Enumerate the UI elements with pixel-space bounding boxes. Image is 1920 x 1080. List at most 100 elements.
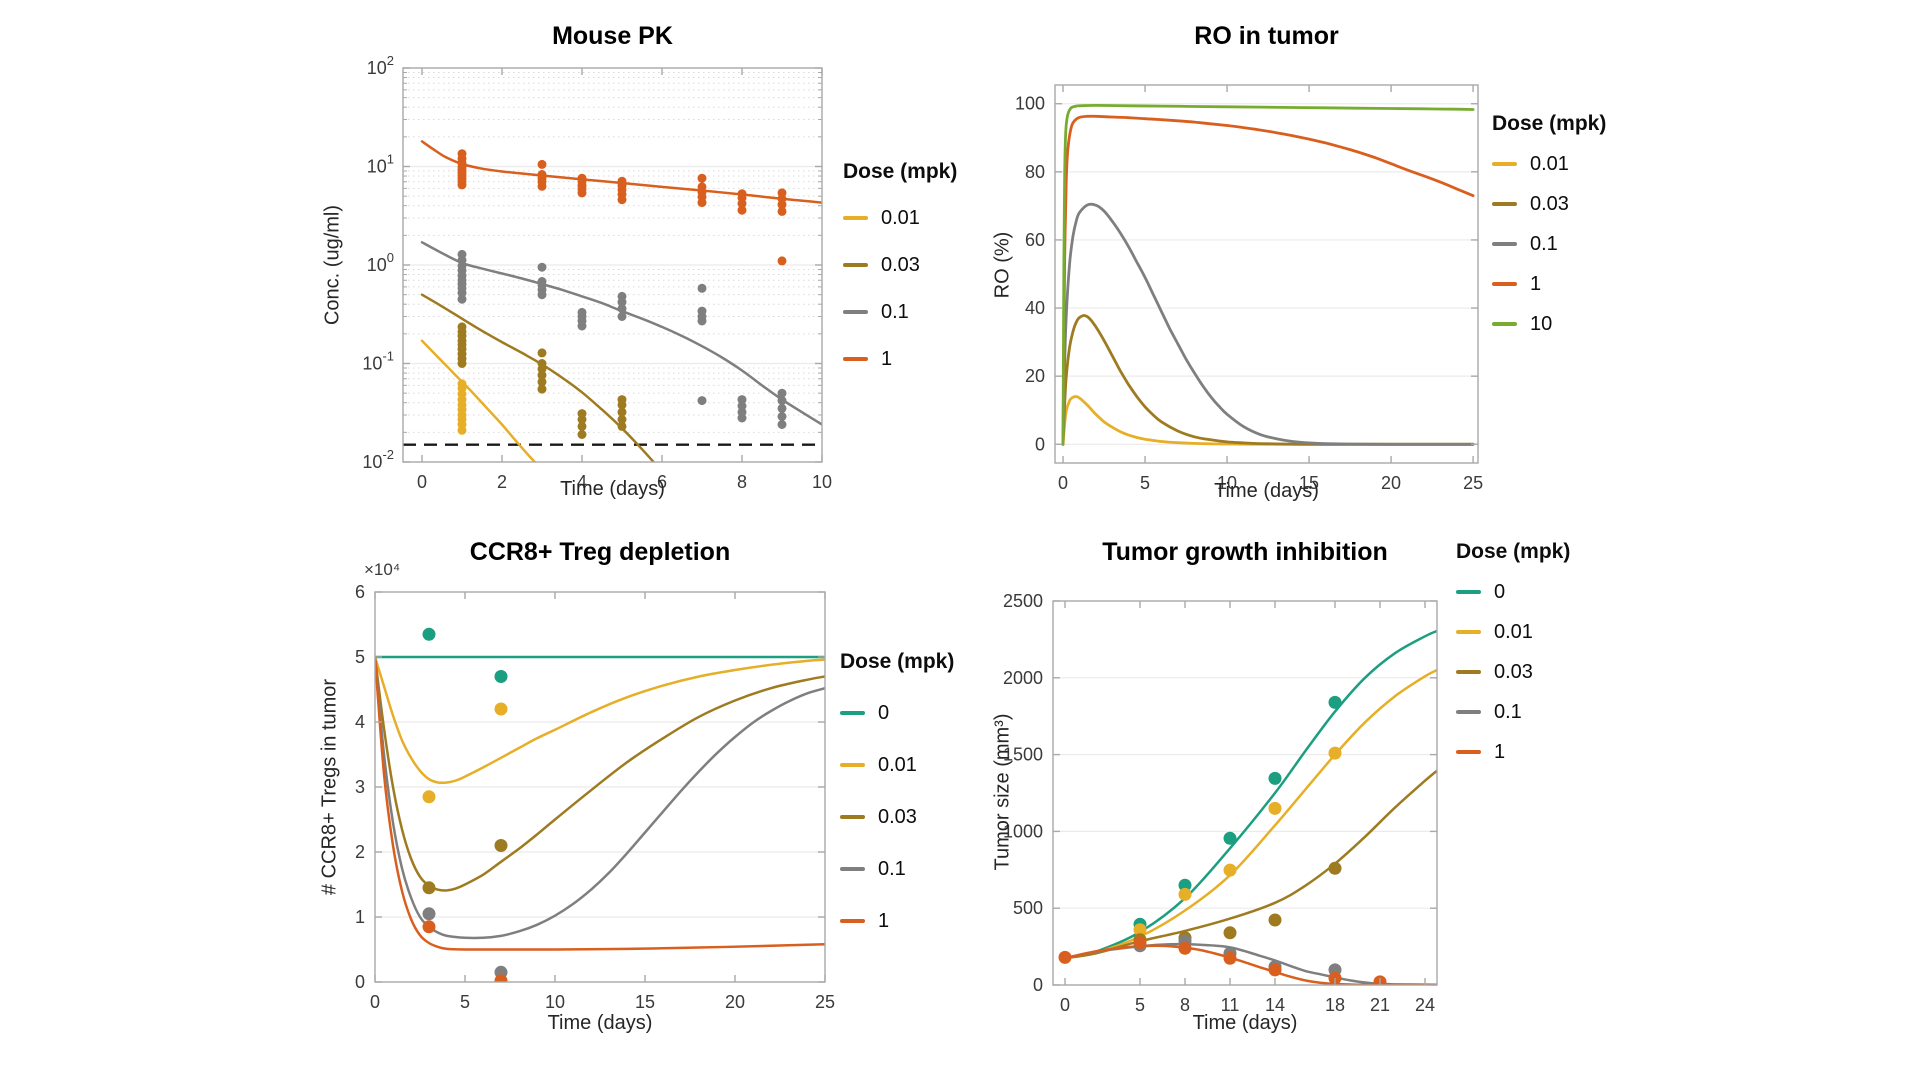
legend-item-0.1mpk: 0.1 <box>843 298 957 326</box>
legend-swatch-0.01mpk <box>840 763 865 767</box>
y-tick-label: 0 <box>355 972 365 992</box>
curve-dose-0mpk <box>1063 629 1437 960</box>
x-tick-label: 11 <box>1221 995 1240 1015</box>
legend-label-1mpk: 1 <box>881 347 893 370</box>
point-dose-0.1mpk <box>697 396 707 406</box>
legend-item-1mpk: 1 <box>840 907 954 935</box>
y-tick-exponent: 1 <box>387 152 394 167</box>
curve-dose-10mpk <box>1061 103 1475 446</box>
curve-dose-1mpk <box>1061 114 1475 446</box>
point-dose-0.1mpk <box>777 403 787 413</box>
tumor-growth-ylabel: Tumor size (mm³) <box>991 713 1014 871</box>
point-dose-0.03mpk <box>537 377 547 387</box>
x-tick-label: 24 <box>1415 995 1435 1015</box>
legend-label-0.01mpk: 0.01 <box>878 753 917 776</box>
x-tick-label: 10 <box>545 992 565 1012</box>
legend-item-0mpk: 0 <box>1456 578 1570 606</box>
mouse-pk-xlabel: Time (days) <box>560 478 665 500</box>
curve-dose-0.03mpk <box>1061 314 1475 446</box>
y-tick-label: 60 <box>1025 230 1045 250</box>
y-tick-exponent: -1 <box>382 349 394 364</box>
x-tick-label: 2 <box>497 472 507 492</box>
y-tick-label: 1500 <box>1003 745 1043 765</box>
point-dose-0.01mpk <box>422 790 436 804</box>
legend-label-0.01mpk: 0.01 <box>1530 152 1569 175</box>
legend-item-0.03mpk: 0.03 <box>1492 190 1606 218</box>
point-dose-1mpk <box>537 170 547 179</box>
tumor-growth-panel: 0 5 8 11 14 18 21 24 0 500 1000 1500 2000 2500 <box>1003 591 1438 1015</box>
point-dose-0.03mpk <box>1268 913 1282 927</box>
point-dose-0.03mpk <box>617 395 627 405</box>
x-tick-label: 21 <box>1370 995 1390 1015</box>
legend-swatch-0.1mpk <box>1492 242 1517 246</box>
point-dose-0.1mpk <box>617 312 627 321</box>
legend-swatch-0.1mpk <box>840 867 865 871</box>
curve-dose-0.03mpk <box>375 655 825 892</box>
point-dose-0mpk <box>1268 771 1282 785</box>
point-dose-0.01mpk <box>457 379 467 389</box>
x-tick-label: 5 <box>1135 995 1145 1015</box>
legend-swatch-0mpk <box>840 711 865 715</box>
legend-items: 0 0.01 0.03 0.1 1 <box>840 699 954 935</box>
legend-swatch-1mpk <box>1456 750 1481 754</box>
tumor-growth-xlabel: Time (days) <box>1192 1012 1298 1034</box>
x-tick-label: 6 <box>657 472 667 492</box>
ccr8-treg-ylabel: # CCR8+ Tregs in tumor <box>318 678 341 896</box>
y-tick-label: 100 <box>367 250 394 275</box>
point-dose-1mpk <box>737 205 747 215</box>
point-dose-1mpk <box>1268 963 1282 977</box>
y-tick-label: 102 <box>367 53 394 78</box>
x-tick-label: 20 <box>725 992 745 1012</box>
x-tick-label: 18 <box>1325 995 1345 1015</box>
point-dose-0.03mpk <box>577 409 587 419</box>
y-tick-label: 1000 <box>1003 821 1043 841</box>
legend-swatch-1mpk <box>1492 282 1517 286</box>
ro-tumor-panel: 0 5 10 15 20 25 0 20 40 60 80 100 <box>1015 84 1483 493</box>
curve-dose-1mpk <box>375 655 825 951</box>
point-dose-0.03mpk <box>537 359 547 368</box>
point-dose-1mpk <box>1133 936 1147 950</box>
point-dose-0.1mpk <box>617 291 627 301</box>
x-tick-label: 8 <box>737 472 747 492</box>
legend-swatch-0.1mpk <box>1456 710 1481 714</box>
axes-box <box>1054 84 1479 464</box>
legend-title: Dose (mpk) <box>840 650 955 673</box>
point-dose-0.1mpk <box>577 307 587 317</box>
ro-tumor-ylabel: RO (%) <box>991 231 1014 299</box>
y-tick-label: 100 <box>1015 94 1045 114</box>
legend-swatch-0.03mpk <box>1456 670 1481 674</box>
x-tick-label: 0 <box>1058 473 1068 493</box>
legend-item-10mpk: 10 <box>1492 310 1606 338</box>
legend-title: Dose (mpk) <box>1492 112 1607 135</box>
point-dose-0.01mpk <box>1268 801 1282 815</box>
point-dose-1mpk <box>577 173 587 183</box>
point-dose-0mpk <box>1328 695 1342 709</box>
point-dose-0.01mpk <box>1178 887 1192 901</box>
legend-label-0mpk: 0 <box>878 701 890 724</box>
legend-item-1mpk: 1 <box>1456 738 1570 766</box>
x-tick-label: 25 <box>815 992 835 1012</box>
legend-swatch-0.03mpk <box>840 815 865 819</box>
legend-label-1mpk: 1 <box>1530 272 1542 295</box>
y-tick-label: 0 <box>1033 975 1043 995</box>
point-dose-1mpk <box>537 159 547 169</box>
y-tick-label: 0 <box>1035 434 1045 454</box>
y-tick-label: 40 <box>1025 298 1045 318</box>
point-dose-0.1mpk <box>737 395 747 405</box>
point-dose-1mpk <box>1178 941 1192 955</box>
y-tick-label: 500 <box>1013 898 1043 918</box>
legend-swatch-0.03mpk <box>843 263 868 267</box>
y-tick-exponent: -2 <box>382 447 394 462</box>
legend-item-0.01mpk: 0.01 <box>1492 150 1606 178</box>
point-dose-0.03mpk <box>457 322 467 332</box>
x-tick-label: 15 <box>635 992 655 1012</box>
y-tick-label: 6 <box>355 582 365 602</box>
legend-swatch-1mpk <box>840 919 865 923</box>
x-tick-label: 8 <box>1180 995 1190 1015</box>
ccr8-treg-title: CCR8+ Treg depletion <box>469 538 731 566</box>
curve-dose-0.01mpk <box>420 339 537 462</box>
point-dose-0.03mpk <box>577 430 587 439</box>
point-dose-0.1mpk <box>777 396 787 406</box>
legend-item-0mpk: 0 <box>840 699 954 727</box>
